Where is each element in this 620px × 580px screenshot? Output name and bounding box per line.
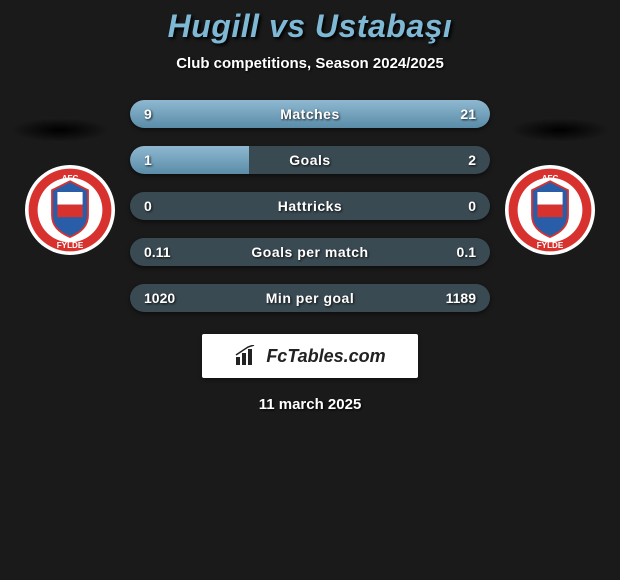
svg-text:AFC: AFC — [62, 174, 79, 183]
stat-label: Goals per match — [251, 244, 368, 260]
subtitle: Club competitions, Season 2024/2025 — [0, 55, 620, 72]
stat-fill-right — [238, 100, 490, 128]
page-title: Hugill vs Ustabaşı — [0, 8, 620, 45]
stat-row: 1020 1189 Min per goal — [130, 284, 490, 312]
svg-text:FYLDE: FYLDE — [537, 241, 564, 250]
comparison-card: Hugill vs Ustabaşı Club competitions, Se… — [0, 0, 620, 413]
stat-value-right: 1189 — [446, 290, 476, 306]
svg-text:FYLDE: FYLDE — [57, 241, 84, 250]
stats-area: AFC FYLDE AFC FYLDE 9 21 Matches 1 2 Goals 0 0 H… — [0, 100, 620, 312]
brand-text: FcTables.com — [266, 346, 385, 367]
club-crest-icon: AFC FYLDE — [25, 165, 115, 255]
stat-row: 1 2 Goals — [130, 146, 490, 174]
stat-value-right: 21 — [460, 106, 476, 122]
stat-row: 9 21 Matches — [130, 100, 490, 128]
stat-row: 0.11 0.1 Goals per match — [130, 238, 490, 266]
bar-chart-icon — [234, 345, 260, 367]
stat-value-right: 2 — [468, 152, 476, 168]
stat-label: Hattricks — [278, 198, 342, 214]
shadow-left — [10, 118, 110, 142]
stat-rows: 9 21 Matches 1 2 Goals 0 0 Hattricks 0.11 0.1 Goals… — [130, 100, 490, 312]
club-crest-icon: AFC FYLDE — [505, 165, 595, 255]
stat-value-left: 0.11 — [144, 244, 170, 260]
stat-row: 0 0 Hattricks — [130, 192, 490, 220]
stat-value-right: 0 — [468, 198, 476, 214]
stat-value-left: 9 — [144, 106, 152, 122]
shadow-right — [510, 118, 610, 142]
stat-label: Min per goal — [266, 290, 354, 306]
brand-box[interactable]: FcTables.com — [202, 334, 418, 378]
club-badge-right: AFC FYLDE — [505, 165, 595, 255]
stat-value-left: 1020 — [144, 290, 175, 306]
stat-value-left: 1 — [144, 152, 152, 168]
stat-label: Matches — [280, 106, 340, 122]
stat-value-left: 0 — [144, 198, 152, 214]
svg-text:AFC: AFC — [542, 174, 559, 183]
club-badge-left: AFC FYLDE — [25, 165, 115, 255]
stat-label: Goals — [289, 152, 330, 168]
date-text: 11 march 2025 — [0, 396, 620, 413]
stat-value-right: 0.1 — [457, 244, 476, 260]
